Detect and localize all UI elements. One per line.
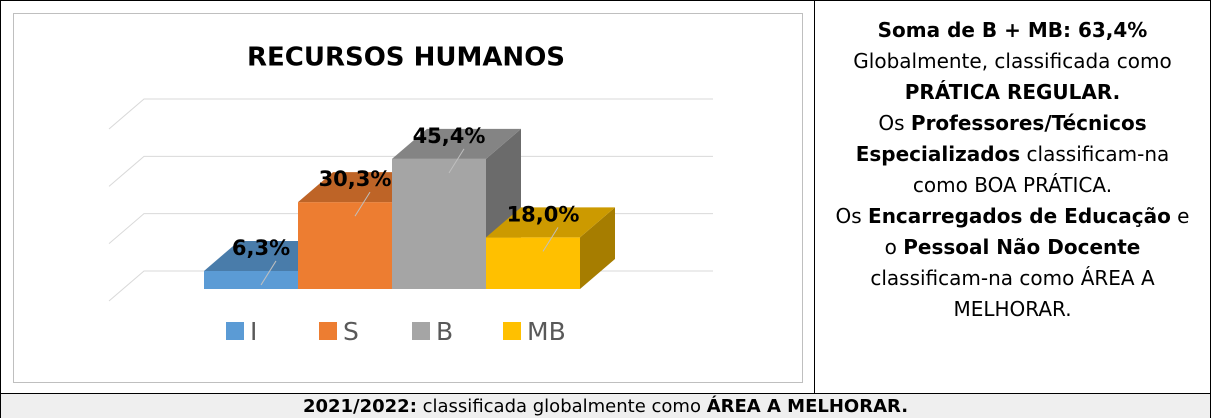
text-run: PRÁTICA REGULAR. (904, 80, 1121, 104)
legend-label: I (250, 317, 257, 346)
text-line: Globalmente, classificada como (815, 46, 1210, 77)
text-run: classificam-na como ÁREA A (870, 266, 1155, 290)
text-line: Especializados classificam-na (815, 139, 1210, 170)
text-line: Os Professores/Técnicos (815, 108, 1210, 139)
text-run: o (884, 235, 904, 259)
legend-swatch (503, 322, 521, 340)
text-run: Encarregados de Educação (868, 204, 1171, 228)
text-line: MELHORAR. (815, 294, 1210, 325)
text-line: PRÁTICA REGULAR. (815, 77, 1210, 108)
text-run: MELHORAR. (953, 297, 1072, 321)
text-run: Pessoal Não Docente (903, 235, 1141, 259)
data-label: 45,4% (413, 124, 486, 148)
text-run: e (1170, 204, 1190, 228)
bar-top (392, 128, 521, 159)
bar-top (486, 207, 615, 238)
text-run: ÁREA A MELHORAR. (706, 396, 909, 417)
text-line: classificam-na como ÁREA A (815, 263, 1210, 294)
bar (392, 128, 521, 289)
footer: 2021/2022: classificada globalmente como… (0, 393, 1211, 418)
grid-line (108, 155, 713, 187)
text-run: como BOA PRÁTICA. (912, 173, 1113, 197)
text-run: classificada globalmente como (416, 396, 707, 417)
text-line: Os Encarregados de Educação e (815, 201, 1210, 232)
text-run: Especializados (855, 142, 1021, 166)
text-run: Os (878, 111, 911, 135)
text-run: 2021/2022: (302, 396, 417, 417)
leader-line (260, 260, 277, 286)
chart-cell: RECURSOS HUMANOS 6,3% 30,3% 45,4% 18,0% I S B M… (0, 0, 815, 394)
legend-label: MB (527, 317, 566, 346)
legend-swatch (319, 322, 337, 340)
data-label: 18,0% (507, 202, 580, 226)
text-line: como BOA PRÁTICA. (815, 170, 1210, 201)
leader-line (542, 227, 559, 252)
bar-front (298, 202, 392, 289)
text-line: o Pessoal Não Docente (815, 232, 1210, 263)
chart: RECURSOS HUMANOS 6,3% 30,3% 45,4% 18,0% I S B M… (13, 13, 803, 383)
side-text: Soma de B + MB: 63,4% Globalmente, classi… (814, 0, 1211, 394)
grid-line (108, 98, 713, 130)
bar-front (392, 158, 486, 289)
text-run: Os (835, 204, 869, 228)
data-label: 30,3% (319, 167, 392, 191)
bar-front (204, 270, 298, 289)
bar-front (486, 237, 580, 289)
legend-label: S (343, 317, 359, 346)
chart-title: RECURSOS HUMANOS (247, 43, 565, 73)
data-label: 6,3% (232, 236, 290, 260)
text-run: classificam-na (1020, 142, 1170, 166)
legend-swatch (412, 322, 430, 340)
bar-side (580, 207, 615, 289)
text-run: Globalmente, classificada como (853, 49, 1172, 73)
text-line: Soma de B + MB: 63,4% (815, 15, 1210, 46)
leader-line (354, 191, 371, 217)
leader-line (448, 148, 465, 174)
text-run: Soma de B + MB: 63,4% (877, 18, 1148, 42)
legend-label: B (436, 317, 453, 346)
legend-swatch (226, 322, 244, 340)
text-run: Professores/Técnicos (910, 111, 1147, 135)
bar (486, 207, 615, 289)
